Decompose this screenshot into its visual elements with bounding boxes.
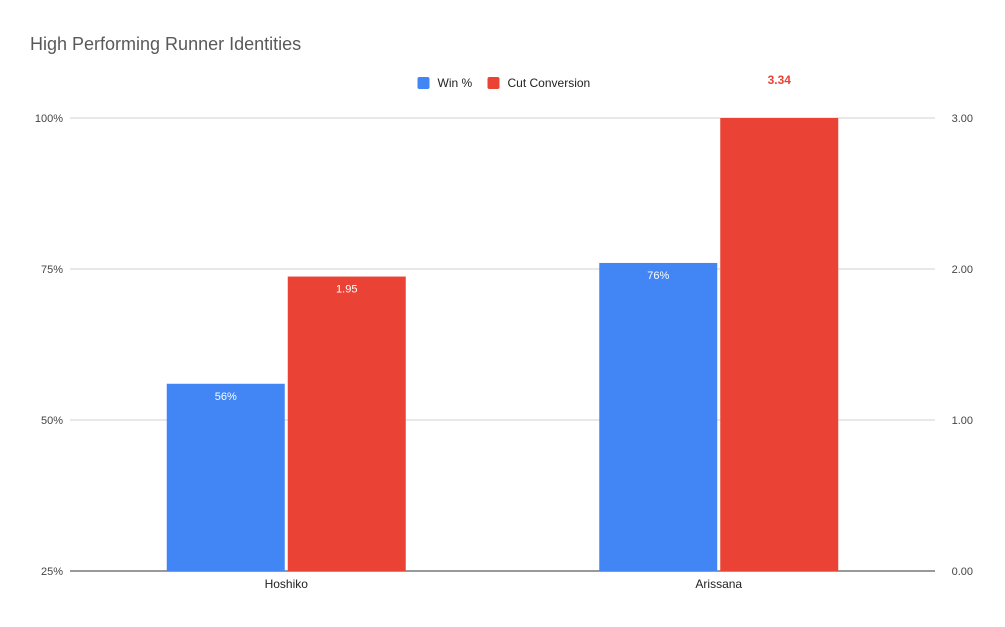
bar-data-label: 56% [215, 391, 237, 403]
y-right-tick-label: 3.00 [952, 113, 973, 125]
chart-title: High Performing Runner Identities [30, 34, 301, 54]
bar-win-pct [599, 262, 718, 571]
x-tick-label: Hoshiko [265, 577, 309, 591]
legend-swatch [417, 77, 430, 89]
legend-swatch [487, 77, 500, 89]
y-right-tick-label: 1.00 [952, 415, 973, 427]
legend: Win % Cut Conversion [417, 76, 591, 90]
bar-data-label: 1.95 [336, 284, 357, 296]
bar-cut-conversion [720, 118, 839, 571]
y-axis-right: 0.00 1.00 2.00 3.00 [952, 113, 973, 578]
y-right-tick-label: 2.00 [952, 264, 973, 276]
y-left-tick-label: 100% [35, 113, 63, 125]
bars [166, 118, 839, 571]
y-axis-left: 25% 50% 75% 100% [35, 113, 63, 578]
bar-win-pct [166, 383, 285, 571]
bar-data-label: 76% [647, 270, 669, 282]
y-left-tick-label: 25% [41, 566, 63, 578]
y-right-tick-label: 0.00 [952, 566, 973, 578]
bar-cut-conversion [287, 276, 406, 571]
x-axis: Hoshiko Arissana [265, 577, 743, 591]
y-left-tick-label: 50% [41, 415, 63, 427]
bar-data-label: 3.34 [768, 73, 792, 87]
legend-label: Win % [438, 76, 473, 90]
y-left-tick-label: 75% [41, 264, 63, 276]
x-tick-label: Arissana [695, 577, 742, 591]
bar-labels: 56% 1.95 76% 3.34 [215, 73, 792, 403]
legend-label: Cut Conversion [508, 76, 591, 90]
